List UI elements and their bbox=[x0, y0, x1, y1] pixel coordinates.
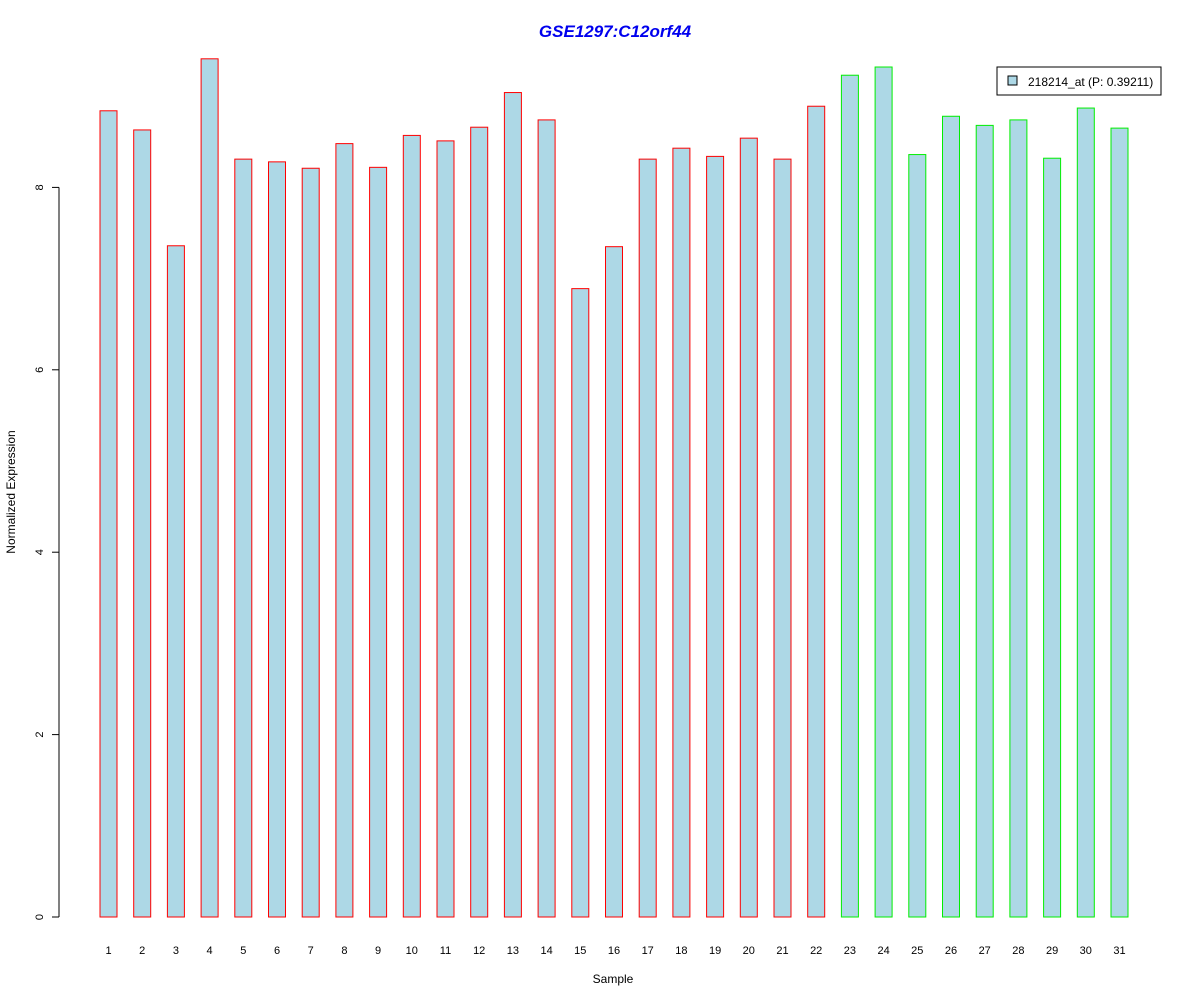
x-tick-label: 22 bbox=[810, 945, 822, 957]
bar bbox=[908, 154, 927, 918]
legend: 218214_at (P: 0.39211) bbox=[996, 66, 1162, 96]
x-axis-label: Sample bbox=[593, 972, 634, 986]
x-tick-label: 27 bbox=[979, 945, 991, 957]
bar bbox=[200, 58, 219, 918]
bar bbox=[605, 246, 623, 918]
x-tick-label: 28 bbox=[1012, 945, 1024, 957]
x-tick-label: 8 bbox=[341, 945, 347, 957]
x-tick-label: 21 bbox=[776, 945, 788, 957]
x-axis: 1 2 3 4 5 6 7 8 9 10 11 12 13 14 15 16 17 18 19 20 21 22 23 24 2… bbox=[105, 945, 1125, 957]
x-tick-label: 18 bbox=[675, 945, 687, 957]
bar bbox=[369, 166, 388, 918]
y-axis-label: Normalized Expression bbox=[4, 430, 18, 553]
x-tick-label: 10 bbox=[406, 945, 418, 957]
y-tick-label: 2 bbox=[34, 732, 46, 738]
y-axis: 0 2 4 6 8 bbox=[34, 184, 60, 920]
x-tick-label: 12 bbox=[473, 945, 485, 957]
bar bbox=[268, 161, 286, 918]
x-tick-label: 6 bbox=[274, 945, 280, 957]
bar bbox=[1110, 127, 1129, 918]
bar bbox=[773, 158, 792, 918]
x-tick-label: 3 bbox=[173, 945, 179, 957]
bar bbox=[436, 140, 455, 918]
bar bbox=[672, 147, 691, 918]
bar bbox=[301, 167, 320, 918]
x-tick-label: 4 bbox=[207, 945, 213, 957]
bar bbox=[874, 66, 893, 918]
bar bbox=[166, 245, 185, 918]
x-tick-label: 5 bbox=[240, 945, 246, 957]
x-tick-label: 9 bbox=[375, 945, 381, 957]
y-tick-label: 8 bbox=[34, 184, 46, 190]
x-tick-label: 25 bbox=[911, 945, 923, 957]
bar bbox=[807, 105, 826, 918]
x-tick-label: 15 bbox=[574, 945, 586, 957]
bar bbox=[975, 124, 994, 918]
x-tick-label: 29 bbox=[1046, 945, 1058, 957]
x-tick-label: 13 bbox=[507, 945, 519, 957]
x-tick-label: 24 bbox=[877, 945, 889, 957]
bar bbox=[234, 158, 253, 918]
bar bbox=[537, 119, 556, 918]
bar bbox=[470, 126, 489, 918]
x-tick-label: 19 bbox=[709, 945, 721, 957]
bar bbox=[739, 137, 758, 918]
bar bbox=[99, 110, 118, 918]
bar bbox=[1076, 107, 1095, 918]
bar bbox=[402, 134, 421, 918]
bar bbox=[1009, 119, 1028, 918]
x-tick-label: 26 bbox=[945, 945, 957, 957]
x-tick-label: 17 bbox=[642, 945, 654, 957]
y-tick-label: 0 bbox=[34, 914, 46, 920]
x-tick-label: 30 bbox=[1080, 945, 1092, 957]
bars bbox=[99, 58, 1129, 918]
bar bbox=[1043, 157, 1062, 918]
bar bbox=[133, 129, 152, 918]
bar bbox=[706, 155, 725, 918]
x-tick-label: 20 bbox=[743, 945, 755, 957]
x-tick-label: 23 bbox=[844, 945, 856, 957]
x-tick-label: 14 bbox=[540, 945, 552, 957]
chart-title: GSE1297:C12orf44 bbox=[539, 22, 692, 41]
bar bbox=[335, 143, 354, 918]
legend-swatch bbox=[1007, 75, 1018, 86]
bar bbox=[503, 92, 522, 918]
x-tick-label: 31 bbox=[1113, 945, 1125, 957]
y-tick-label: 4 bbox=[34, 549, 46, 555]
bar bbox=[840, 74, 859, 918]
bar bbox=[942, 115, 960, 918]
legend-box bbox=[996, 66, 1162, 96]
bar bbox=[638, 158, 657, 918]
bar bbox=[571, 288, 590, 918]
x-tick-label: 16 bbox=[608, 945, 620, 957]
x-tick-label: 2 bbox=[139, 945, 145, 957]
x-tick-label: 1 bbox=[105, 945, 111, 957]
y-tick-label: 6 bbox=[34, 367, 46, 373]
x-tick-label: 11 bbox=[440, 945, 451, 957]
legend-series-name: 218214_at (P: 0.39211) bbox=[1028, 75, 1153, 89]
x-tick-label: 7 bbox=[308, 945, 314, 957]
